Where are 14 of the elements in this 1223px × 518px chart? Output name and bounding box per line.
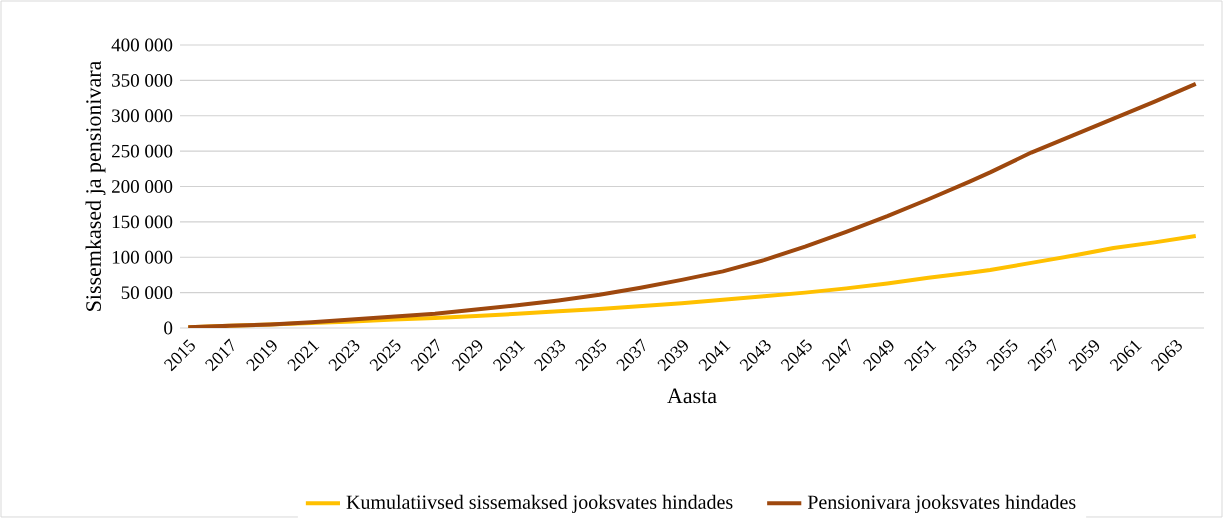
y-axis-title: Sissemkased ja pensionivara [85,60,106,311]
y-tick-label: 200 000 [112,180,173,193]
x-tick-label: 2051 [904,340,937,372]
y-tick-label: 250 000 [112,144,173,158]
y-tick-label: 100 000 [112,250,173,264]
y-tick-label: 150 000 [112,215,173,229]
y-tick-label: 50 000 [121,286,173,300]
y-tick-label: 300 000 [112,109,173,123]
legend-label: Pensionivara jooksvates hindades [807,494,1076,514]
y-tick-label: 350 000 [112,73,173,87]
legend-label: Kumulatiivsed sissemaksed jooksvates hindades [346,494,733,514]
x-axis-title: Aasta [667,388,717,404]
y-tick-label: 0 [164,321,173,335]
y-tick-label: 400 000 [111,38,173,52]
